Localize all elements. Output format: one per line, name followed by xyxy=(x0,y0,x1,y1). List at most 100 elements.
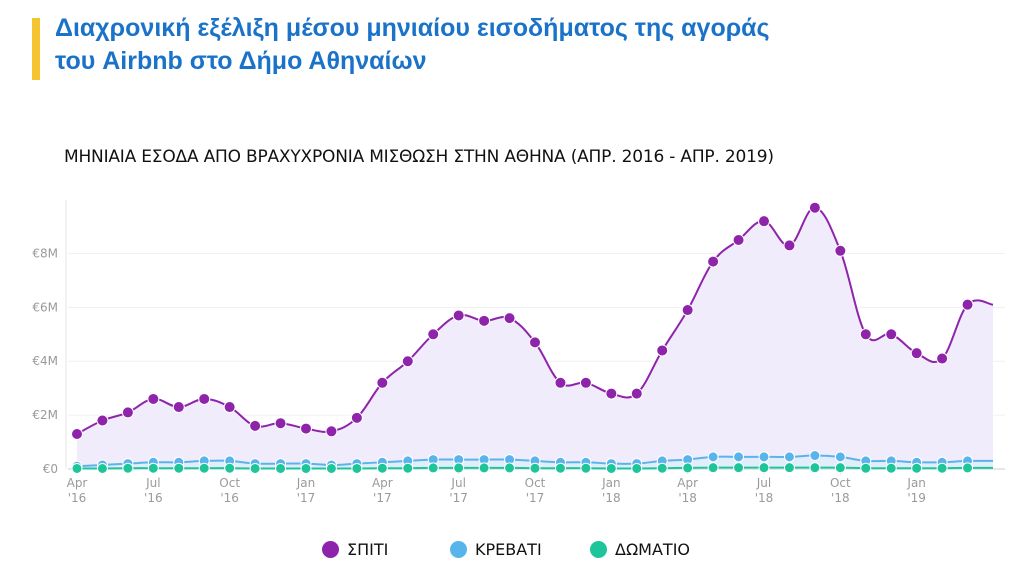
data-point[interactable] xyxy=(198,462,210,474)
data-point[interactable] xyxy=(122,462,134,474)
data-point[interactable] xyxy=(300,462,312,474)
data-point[interactable] xyxy=(504,462,516,474)
x-tick-label-year: '18 xyxy=(678,491,697,505)
data-point[interactable] xyxy=(554,462,566,474)
axis-label-layer: €0€2M€4M€6M€8MApr'16Jul'16Oct'16Jan'17Ap… xyxy=(32,246,926,505)
data-point[interactable] xyxy=(834,244,847,257)
data-point[interactable] xyxy=(707,255,720,268)
data-point[interactable] xyxy=(453,462,465,474)
data-point[interactable] xyxy=(783,462,795,474)
chart-title: ΜΗΝΙΑΙΑ ΕΣΟΔΑ ΑΠΟ ΒΡΑΧΥΧΡΟΝΙΑ ΜΙΣΘΩΣΗ ΣΤ… xyxy=(64,147,774,167)
slide-title-line-2: του Airbnb στο Δήμο Αθηναίων xyxy=(55,47,427,75)
data-point[interactable] xyxy=(783,239,796,252)
data-point[interactable] xyxy=(274,417,287,430)
data-point[interactable] xyxy=(809,450,821,462)
y-tick-label: €4M xyxy=(32,354,58,368)
data-point[interactable] xyxy=(656,344,669,357)
legend-item[interactable]: ΣΠΙΤΙ xyxy=(322,540,388,559)
data-point[interactable] xyxy=(427,328,440,341)
data-point[interactable] xyxy=(580,462,592,474)
data-point[interactable] xyxy=(885,328,898,341)
data-point[interactable] xyxy=(962,462,974,474)
data-point[interactable] xyxy=(376,376,389,389)
data-point[interactable] xyxy=(834,462,846,474)
data-point[interactable] xyxy=(452,309,465,322)
data-point[interactable] xyxy=(859,328,872,341)
y-tick-label: €6M xyxy=(32,300,58,314)
data-point[interactable] xyxy=(96,414,109,427)
data-point[interactable] xyxy=(605,387,618,400)
data-point[interactable] xyxy=(173,462,185,474)
data-point[interactable] xyxy=(427,462,439,474)
data-point[interactable] xyxy=(809,462,821,474)
data-point[interactable] xyxy=(529,336,541,349)
data-point[interactable] xyxy=(936,462,948,474)
x-tick-label-year: '18 xyxy=(831,491,850,505)
data-point[interactable] xyxy=(249,462,261,474)
data-point[interactable] xyxy=(910,347,923,360)
x-tick-label: Oct xyxy=(525,476,546,490)
legend-label: ΣΠΙΤΙ xyxy=(347,540,389,559)
data-point[interactable] xyxy=(707,451,719,463)
data-point[interactable] xyxy=(402,462,414,474)
data-point[interactable] xyxy=(911,462,923,474)
legend-label: ΔΩΜΑΤΙΟ xyxy=(615,540,691,559)
data-point[interactable] xyxy=(681,304,694,317)
data-point[interactable] xyxy=(376,462,388,474)
data-point[interactable] xyxy=(351,462,363,474)
data-point[interactable] xyxy=(249,419,262,432)
data-point[interactable] xyxy=(300,422,312,435)
data-point[interactable] xyxy=(71,427,83,440)
data-point[interactable] xyxy=(808,201,821,214)
data-point[interactable] xyxy=(478,314,491,327)
data-point[interactable] xyxy=(936,352,949,365)
data-point[interactable] xyxy=(732,234,745,247)
data-point[interactable] xyxy=(121,406,134,419)
data-point[interactable] xyxy=(733,462,745,474)
data-point[interactable] xyxy=(325,462,337,474)
data-point[interactable] xyxy=(529,462,541,474)
legend-item[interactable]: ΚΡΕΒΑΤΙ xyxy=(450,540,542,559)
data-point[interactable] xyxy=(325,425,338,438)
slide-title: Διαχρονική εξέλιξη μέσου μηνιαίου εισοδή… xyxy=(55,12,955,78)
legend-marker xyxy=(322,541,339,558)
data-point[interactable] xyxy=(71,462,83,474)
data-point[interactable] xyxy=(758,451,770,463)
series-area-0 xyxy=(77,207,993,469)
data-point[interactable] xyxy=(172,401,185,414)
data-point[interactable] xyxy=(885,462,897,474)
data-point[interactable] xyxy=(554,376,567,389)
x-tick-label: Jul xyxy=(450,476,465,490)
data-point[interactable] xyxy=(478,462,490,474)
data-point[interactable] xyxy=(503,312,516,325)
data-point[interactable] xyxy=(834,451,846,463)
data-point[interactable] xyxy=(579,376,592,389)
data-point[interactable] xyxy=(147,392,160,405)
data-point[interactable] xyxy=(630,387,643,400)
data-point[interactable] xyxy=(682,462,694,474)
data-point[interactable] xyxy=(223,401,236,414)
data-point[interactable] xyxy=(401,355,414,368)
data-point[interactable] xyxy=(758,462,770,474)
data-point[interactable] xyxy=(631,462,643,474)
x-tick-label-year: '16 xyxy=(68,491,87,505)
data-point[interactable] xyxy=(605,462,617,474)
data-point[interactable] xyxy=(860,462,872,474)
x-tick-label: Jul xyxy=(145,476,160,490)
data-point[interactable] xyxy=(656,462,668,474)
data-point[interactable] xyxy=(96,462,108,474)
data-point[interactable] xyxy=(275,462,287,474)
data-point[interactable] xyxy=(783,451,795,463)
data-point[interactable] xyxy=(198,392,211,405)
legend-item[interactable]: ΔΩΜΑΤΙΟ xyxy=(590,540,690,559)
data-point[interactable] xyxy=(733,451,745,463)
x-tick-label-year: '16 xyxy=(144,491,163,505)
data-point[interactable] xyxy=(350,411,363,424)
legend-marker xyxy=(590,541,607,558)
data-point[interactable] xyxy=(707,462,719,474)
data-point[interactable] xyxy=(758,215,770,228)
data-point[interactable] xyxy=(147,462,159,474)
data-point[interactable] xyxy=(961,298,974,311)
data-point[interactable] xyxy=(224,462,236,474)
x-tick-label-year: '18 xyxy=(602,491,621,505)
